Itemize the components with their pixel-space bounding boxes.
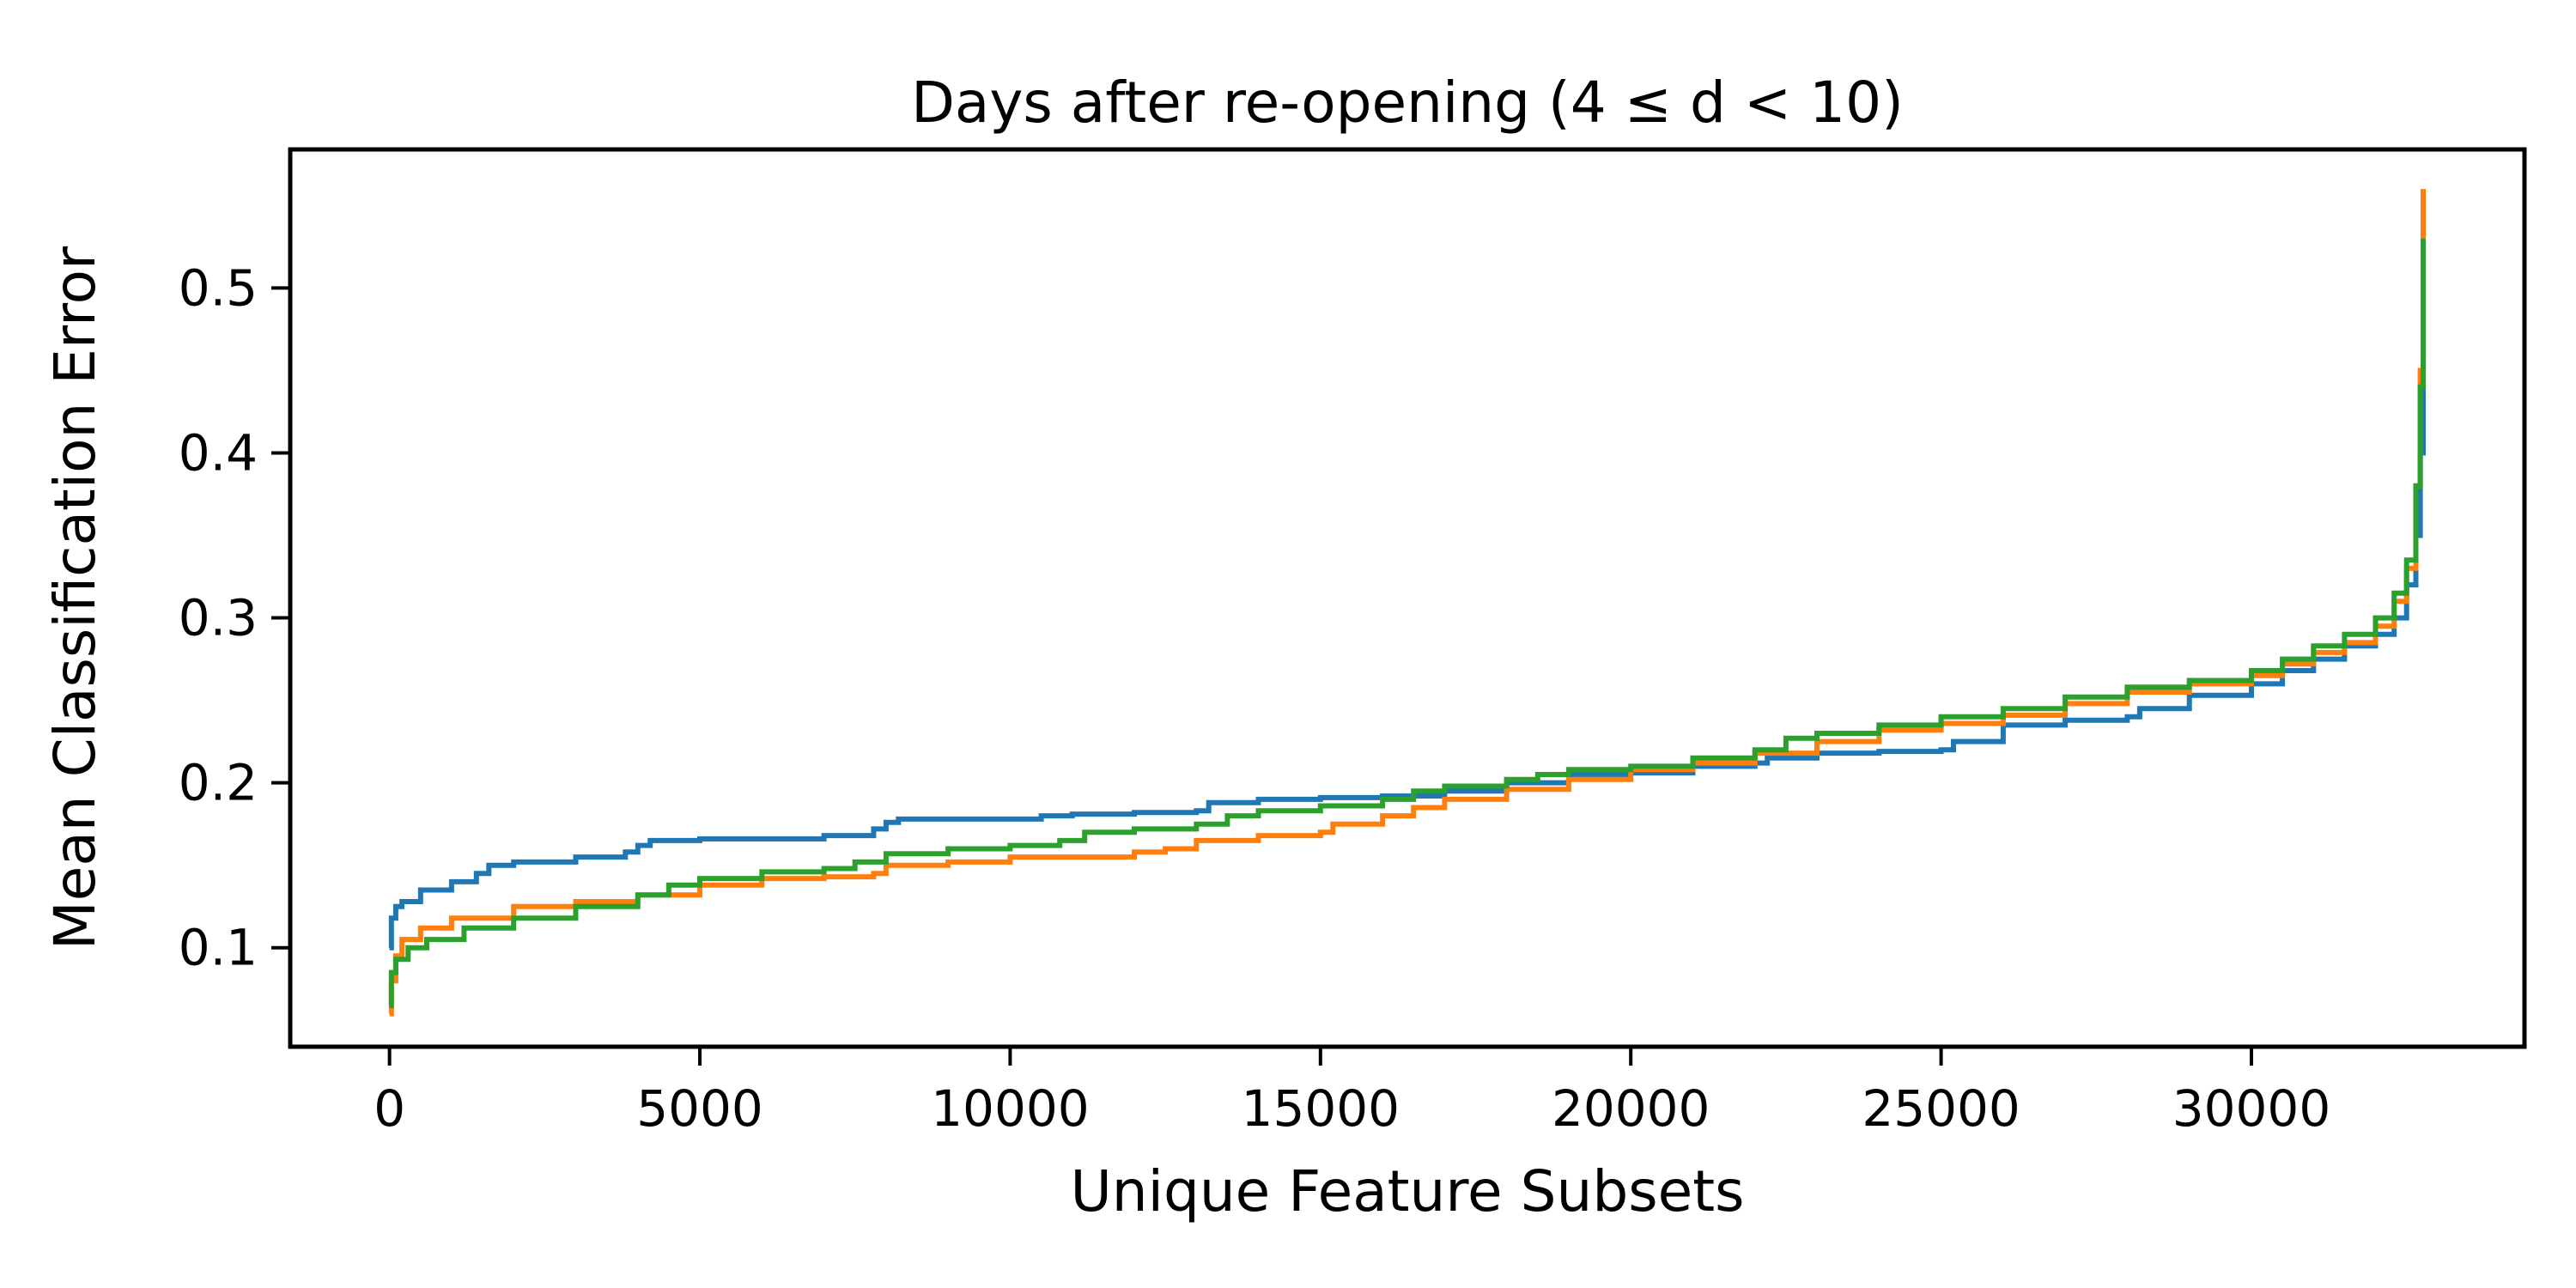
x-tick-label: 20000: [1552, 1079, 1710, 1138]
x-tick-label: 10000: [931, 1079, 1090, 1138]
plot-frame: [288, 147, 2527, 1049]
x-axis: 0 5000 10000 15000 20000 25000 30000: [374, 1047, 2330, 1138]
y-tick-label: 0.2: [179, 754, 258, 812]
x-tick-label: 25000: [1862, 1079, 2020, 1138]
y-tick-label: 0.4: [179, 423, 258, 482]
x-tick-label: 5000: [636, 1079, 763, 1138]
y-axis: 0.1 0.2 0.3 0.4 0.5: [179, 258, 290, 977]
series-line-1: [388, 288, 2426, 951]
x-tick-label: 0: [374, 1079, 405, 1138]
x-tick-label: 15000: [1242, 1079, 1400, 1138]
y-tick-label: 0.3: [179, 589, 258, 647]
y-tick-label: 0.1: [179, 919, 258, 977]
series-line-3: [388, 238, 2426, 1008]
x-tick-label: 30000: [2172, 1079, 2331, 1138]
series-line-2: [388, 189, 2426, 1017]
x-axis-label: Unique Feature Subsets: [1070, 1158, 1744, 1224]
chart-title: Days after re-opening (4 ≤ d < 10): [911, 70, 1904, 136]
y-axis-label: Mean Classification Error: [42, 246, 108, 950]
y-tick-label: 0.5: [179, 258, 258, 317]
series-layer: [388, 189, 2426, 1017]
